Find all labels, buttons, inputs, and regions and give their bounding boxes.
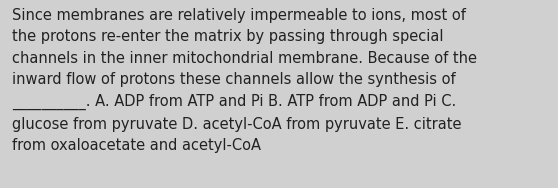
Text: Since membranes are relatively impermeable to ions, most of
the protons re-enter: Since membranes are relatively impermeab… [12, 8, 477, 153]
